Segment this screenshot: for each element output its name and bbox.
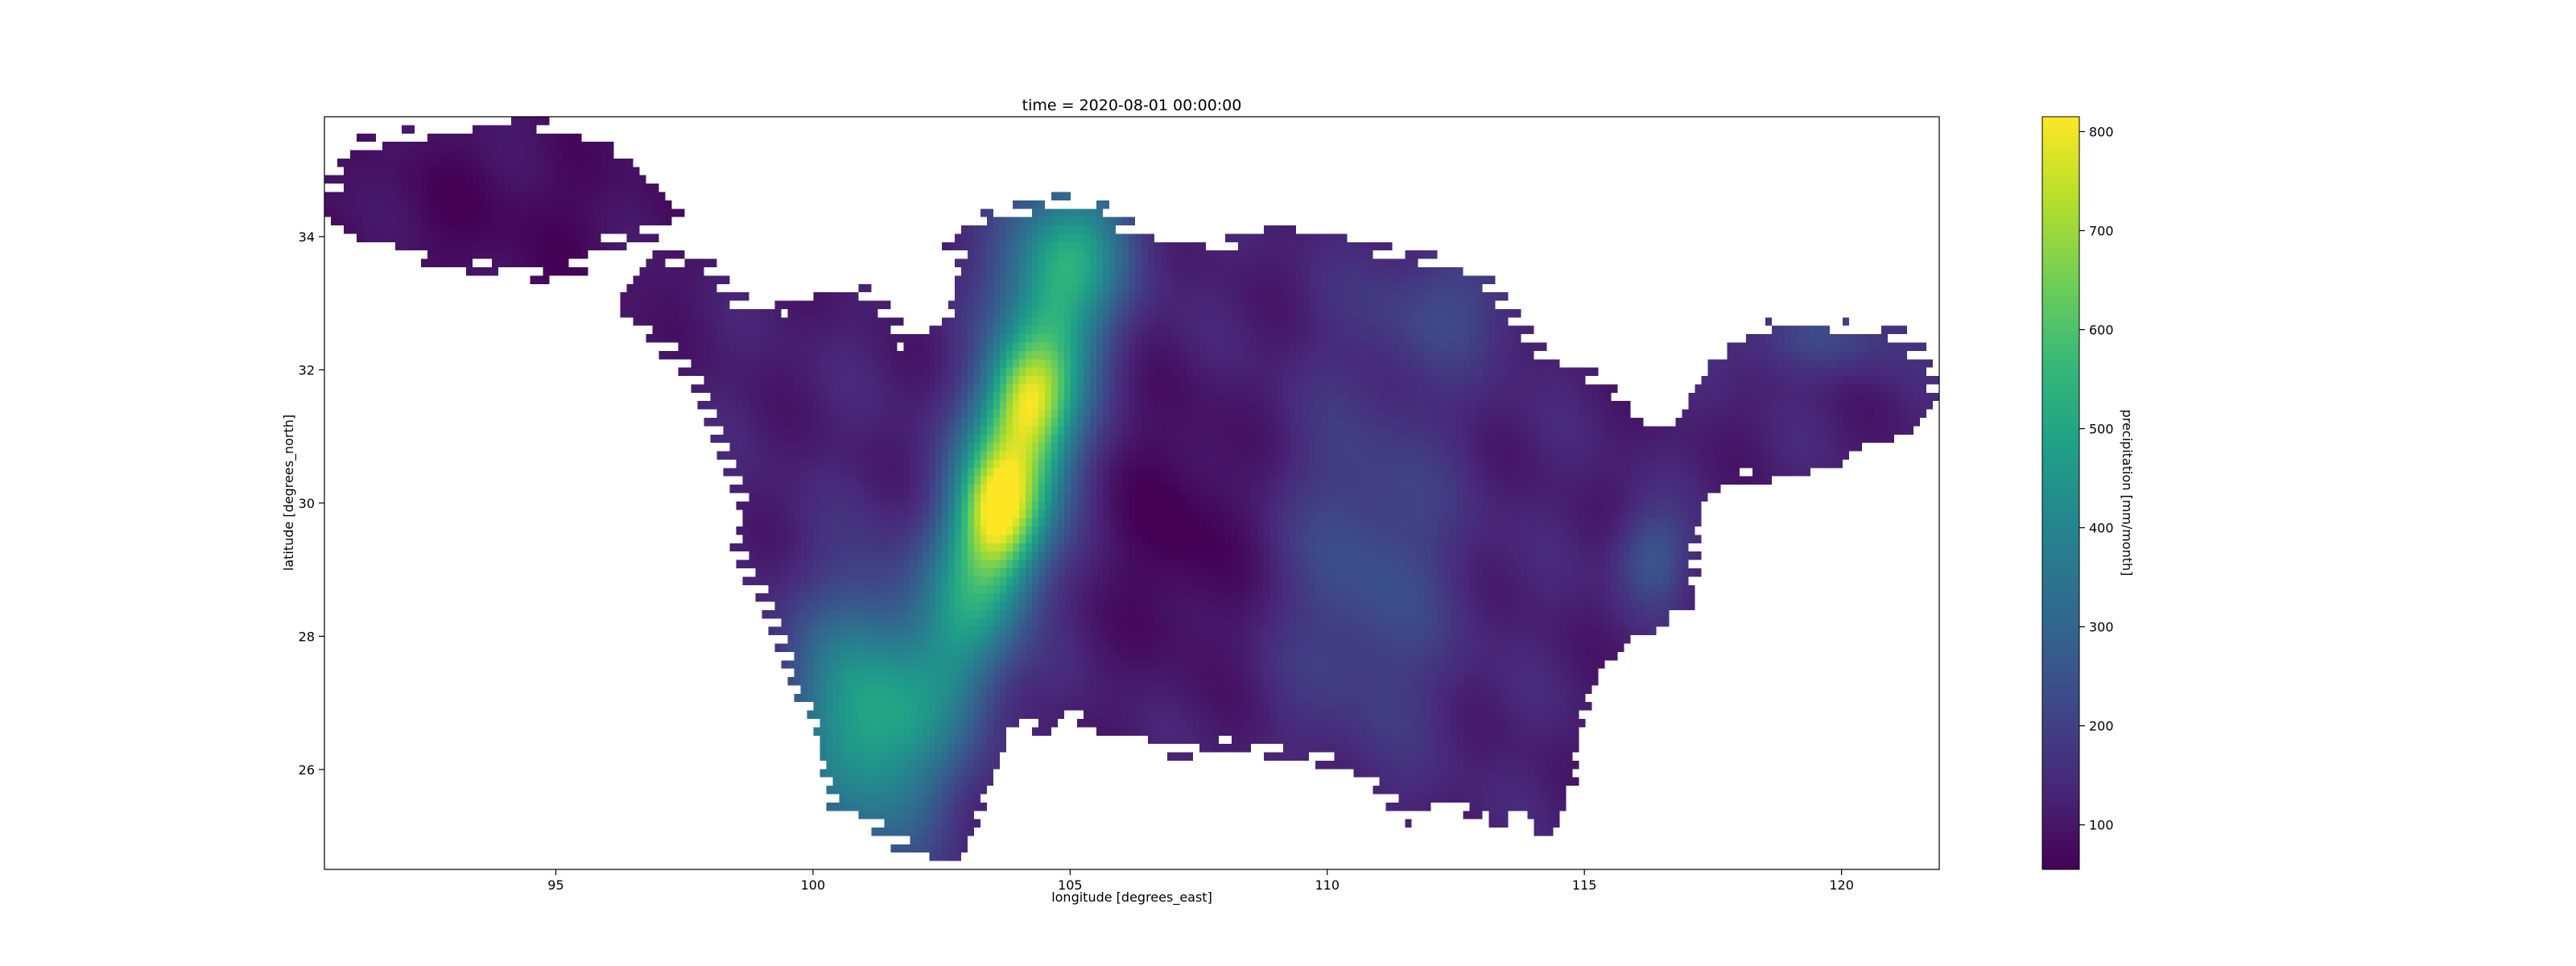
x-tick-label: 120 [1829,877,1854,893]
heatmap-raster [324,117,1939,869]
plot-frame [324,116,1940,870]
x-axis-ticks: 95 100 105 110 115 120 [547,869,1854,893]
precipitation-heatmap [324,117,1939,869]
colorbar-tick-label: 700 [2089,223,2114,238]
y-tick-label: 28 [299,629,315,644]
x-tick-label: 95 [547,877,564,893]
colorbar-tick-label: 400 [2089,521,2114,536]
chart-title: time = 2020-08-01 00:00:00 [1022,97,1242,114]
colorbar-ticks: 100 200 300 400 500 600 700 800 [2079,124,2114,833]
x-axis-label: longitude [degrees_east] [1051,890,1212,906]
colorbar-tick-label: 100 [2089,818,2114,833]
y-tick-label: 32 [299,362,315,378]
x-tick-label: 105 [1058,877,1083,893]
colorbar-tick-label: 600 [2089,323,2114,338]
colorbar-tick-label: 500 [2089,422,2114,437]
x-tick-label: 100 [801,877,826,893]
colorbar-label: precipitation [mm/month] [2120,410,2135,576]
colorbar [2041,116,2080,870]
y-tick-label: 26 [299,762,315,778]
x-tick-label: 110 [1315,877,1340,893]
y-tick-label: 30 [299,496,315,511]
colorbar-tick-label: 300 [2089,620,2114,635]
x-tick-label: 115 [1572,877,1597,893]
y-tick-label: 34 [299,229,315,245]
y-axis-label: latitude [degrees_north] [281,415,297,571]
colorbar-tick-label: 200 [2089,719,2114,734]
y-axis-ticks: 26 28 30 32 34 [299,229,324,778]
colorbar-tick-label: 800 [2089,124,2114,139]
